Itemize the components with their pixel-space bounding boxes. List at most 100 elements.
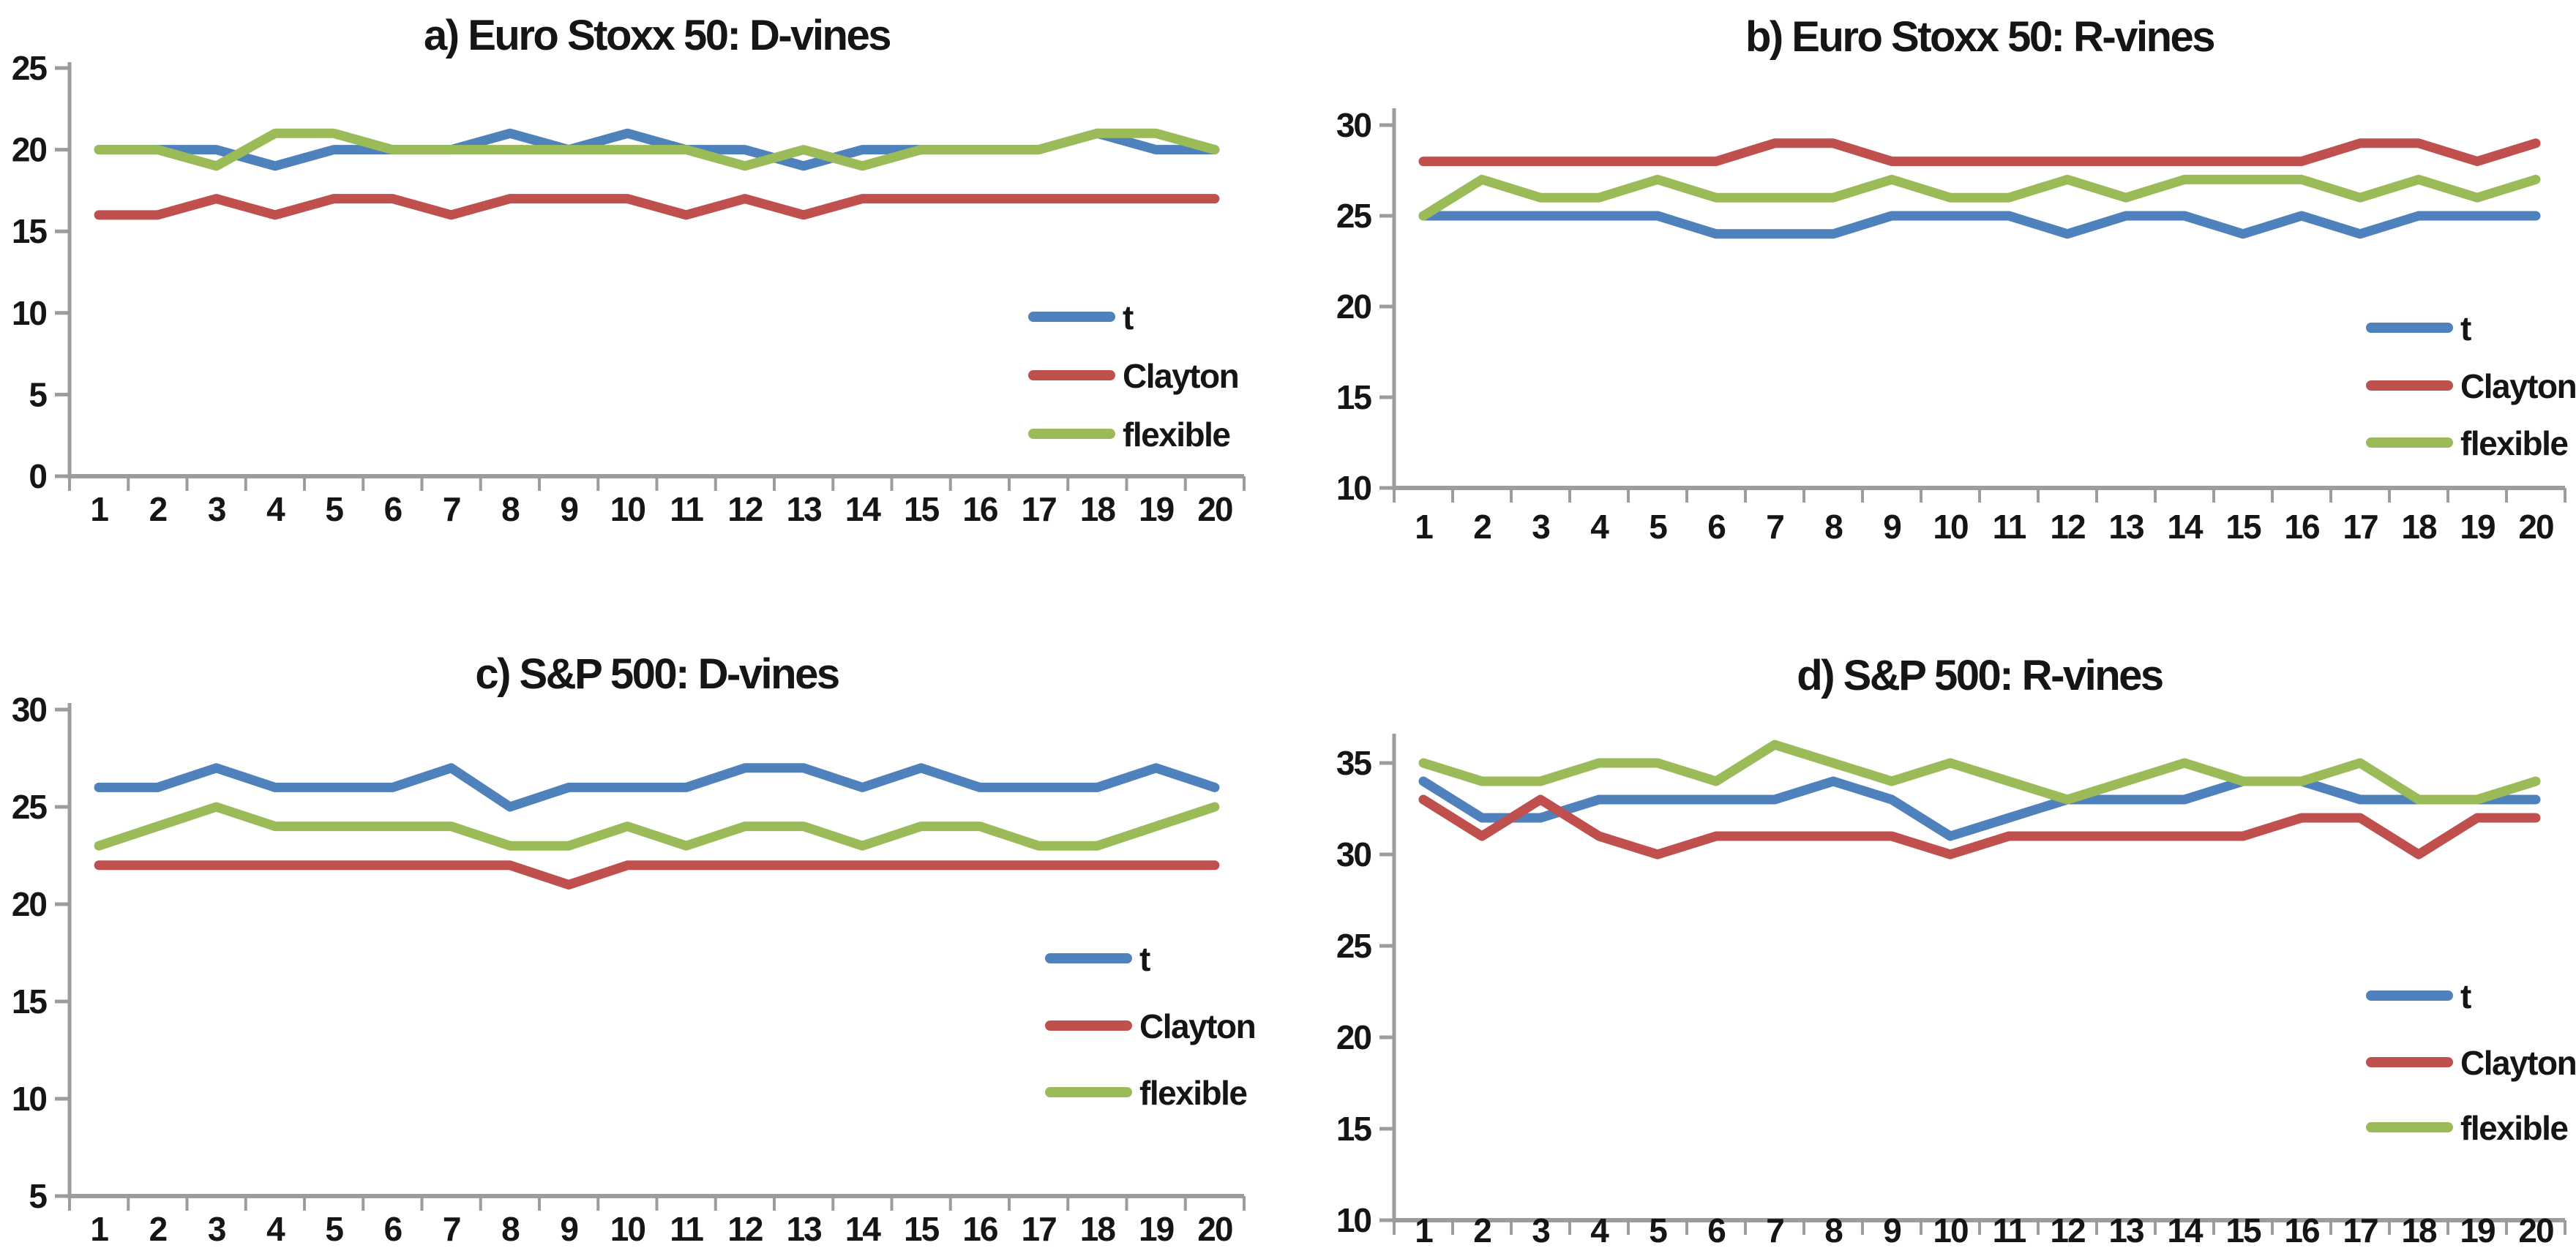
x-axis-tick-label: 2 <box>1473 1211 1491 1248</box>
x-axis-tick-label: 1 <box>1415 1211 1433 1248</box>
legend-label-t: t <box>2460 309 2471 347</box>
x-axis-tick-label: 7 <box>1766 1211 1783 1248</box>
x-axis-tick-label: 3 <box>1532 1211 1549 1248</box>
x-axis-tick-label: 12 <box>727 1210 763 1248</box>
x-axis-tick-label: 13 <box>787 1210 822 1248</box>
x-axis-tick-label: 20 <box>2518 508 2553 546</box>
x-axis-tick-label: 11 <box>1993 1211 2026 1248</box>
legend-label-flexible: flexible <box>2460 424 2568 462</box>
x-axis-tick-label: 8 <box>501 490 520 528</box>
x-axis-tick-label: 12 <box>2050 508 2085 546</box>
x-axis-tick-label: 12 <box>2050 1211 2085 1248</box>
x-axis-tick-label: 9 <box>1883 508 1901 546</box>
legend-label-flexible: flexible <box>2460 1109 2568 1147</box>
x-axis-tick-label: 18 <box>1080 1210 1116 1248</box>
x-axis-tick-label: 4 <box>266 490 285 528</box>
y-axis-tick-label: 15 <box>12 982 48 1020</box>
x-axis-tick-label: 6 <box>1707 1211 1725 1248</box>
x-axis-tick-label: 5 <box>325 1210 343 1248</box>
x-axis-tick-label: 9 <box>1883 1211 1901 1248</box>
x-axis-tick-label: 15 <box>2225 508 2261 546</box>
x-axis-tick-label: 6 <box>384 1210 402 1248</box>
x-axis-tick-label: 15 <box>2225 1211 2261 1248</box>
x-axis-tick-label: 7 <box>443 1210 460 1248</box>
y-axis-tick-label: 20 <box>1336 287 1371 326</box>
x-axis-tick-label: 15 <box>904 490 940 528</box>
chart-panel-d: d) S&P 500: R-vines 10 15 20 25 30 35 1 2 3 4 5 6 7 8 9… <box>1288 624 2576 1248</box>
series-line-Clayton <box>94 194 1220 220</box>
x-axis-tick-label: 7 <box>443 490 460 528</box>
x-axis-tick-label: 3 <box>208 490 225 528</box>
x-axis-tick-label: 8 <box>1824 1211 1843 1248</box>
chart-title: c) S&P 500: D-vines <box>475 650 838 698</box>
y-axis-tick-label: 25 <box>12 788 48 826</box>
series-line-flexible <box>1418 740 2541 805</box>
x-axis-tick-label: 8 <box>501 1210 520 1248</box>
legend-label-flexible: flexible <box>1139 1074 1247 1112</box>
x-axis-tick-label: 16 <box>962 490 997 528</box>
x-axis-tick-label: 1 <box>1415 508 1433 546</box>
x-axis-tick-label: 19 <box>1139 1210 1174 1248</box>
chart-title: d) S&P 500: R-vines <box>1797 652 2163 699</box>
x-axis-tick-label: 19 <box>2460 1211 2495 1248</box>
series-line-Clayton <box>94 860 1220 890</box>
x-axis-tick-label: 6 <box>1707 508 1725 546</box>
x-axis-tick-label: 3 <box>208 1210 225 1248</box>
x-axis-tick-label: 18 <box>2401 508 2437 546</box>
x-axis-tick-label: 14 <box>2167 508 2204 546</box>
legend-label-Clayton: Clayton <box>1123 357 1238 395</box>
chart-title: a) Euro Stoxx 50: D-vines <box>424 12 890 59</box>
x-axis-tick-label: 13 <box>787 490 822 528</box>
series-line-flexible <box>1418 174 2541 221</box>
x-axis-tick-label: 18 <box>2401 1211 2437 1248</box>
y-axis-tick-label: 0 <box>29 457 46 495</box>
y-axis-tick-label: 5 <box>29 375 47 413</box>
x-axis-tick-label: 1 <box>90 490 108 528</box>
legend-label-t: t <box>1139 940 1150 978</box>
x-axis-tick-label: 16 <box>2284 1211 2319 1248</box>
x-axis-tick-label: 2 <box>149 490 167 528</box>
y-axis-tick-label: 5 <box>29 1177 47 1215</box>
y-axis-tick-label: 10 <box>12 294 47 332</box>
legend-label-Clayton: Clayton <box>2460 1044 2576 1082</box>
x-axis-tick-label: 17 <box>1022 490 1057 528</box>
x-axis-tick-label: 17 <box>2343 1211 2378 1248</box>
x-axis-tick-label: 5 <box>1649 508 1667 546</box>
x-axis-tick-label: 15 <box>904 1210 940 1248</box>
x-axis-tick-label: 16 <box>962 1210 997 1248</box>
y-axis-tick-label: 15 <box>12 212 48 250</box>
x-axis-tick-label: 9 <box>560 1210 577 1248</box>
x-axis-tick-label: 5 <box>1649 1211 1667 1248</box>
y-axis-tick-label: 10 <box>12 1080 47 1118</box>
x-axis-tick-label: 12 <box>727 490 763 528</box>
x-axis-tick-label: 10 <box>1933 1211 1968 1248</box>
y-axis-tick-label: 25 <box>12 49 48 87</box>
x-axis-tick-label: 9 <box>560 490 577 528</box>
x-axis-tick-label: 20 <box>1197 1210 1232 1248</box>
x-axis-tick-label: 14 <box>845 1210 882 1248</box>
x-axis-tick-label: 2 <box>1473 508 1491 546</box>
series-line-t <box>94 763 1220 812</box>
x-axis-tick-label: 13 <box>2108 508 2143 546</box>
x-axis-tick-label: 8 <box>1824 508 1843 546</box>
legend-label-flexible: flexible <box>1123 416 1230 454</box>
series-line-t <box>1418 211 2541 239</box>
y-axis-tick-label: 20 <box>12 131 47 169</box>
x-axis-tick-label: 10 <box>1933 508 1968 546</box>
series-line-Clayton <box>1418 138 2541 167</box>
legend-label-Clayton: Clayton <box>1139 1007 1255 1045</box>
y-axis-tick-label: 30 <box>12 691 47 729</box>
x-axis-tick-label: 14 <box>2167 1211 2204 1248</box>
y-axis-tick-label: 30 <box>1336 835 1371 873</box>
x-axis-tick-label: 5 <box>325 490 343 528</box>
y-axis-tick-label: 10 <box>1336 1201 1371 1239</box>
x-axis-tick-label: 17 <box>1022 1210 1057 1248</box>
y-axis-tick-label: 35 <box>1336 744 1372 782</box>
y-axis-tick-label: 20 <box>12 885 47 923</box>
legend-label-t: t <box>2460 977 2471 1015</box>
x-axis-tick-label: 20 <box>1197 490 1232 528</box>
